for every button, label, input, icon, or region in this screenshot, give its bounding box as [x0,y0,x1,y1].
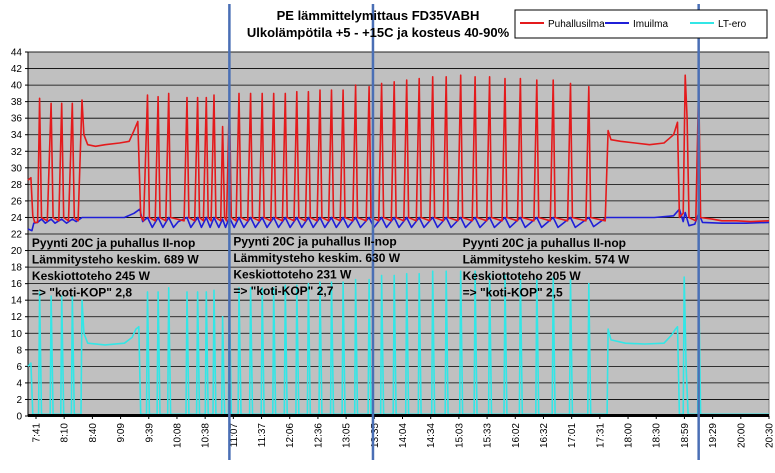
y-tick-label: 10 [11,329,23,340]
y-tick-label: 34 [11,130,23,141]
x-tick-label: 16:02 [511,423,522,448]
annotation-line: => "koti-KOP" 2,5 [463,286,563,300]
legend-box [514,9,768,39]
x-tick-label: 8:40 [88,423,99,443]
annotation-line: Pyynti 20C ja puhallus II-nop [32,236,195,250]
x-tick-label: 18:30 [652,423,663,448]
y-tick-label: 32 [11,147,23,158]
annotation-line: Keskiottoteho 205 W [463,269,582,283]
chart-title: PE lämmittelymittaus FD35VABH [277,8,480,23]
y-tick-label: 40 [11,81,23,92]
zero-baseline [28,414,769,417]
x-tick-label: 17:01 [567,423,578,448]
annotation-line: Pyynti 20C ja puhallus II-nop [463,236,626,250]
x-tick-label: 7:41 [32,423,43,443]
y-tick-label: 44 [11,48,23,59]
x-axis: 7:41 8:10 8:40 9:09 9:39 10:08 10:38 11:07 11:37… [32,416,775,448]
x-tick-label: 14:34 [426,423,437,448]
annotation-line: Keskiottoteho 231 W [233,268,352,282]
y-tick-label: 0 [16,412,22,423]
y-tick-label: 8 [16,345,22,356]
x-tick-label: 18:59 [680,423,691,448]
x-tick-label: 20:00 [736,423,747,448]
annotation-line: Lämmitysteho keskim. 630 W [233,251,400,265]
y-axis: 0246810121416182022242628303234363840424… [11,48,29,423]
x-tick-label: 20:30 [765,423,775,448]
x-tick-label: 9:39 [144,423,155,443]
annotation-line: Pyynti 20C ja puhallus II-nop [233,235,396,249]
x-tick-label: 14:04 [398,423,409,448]
y-tick-label: 16 [11,279,23,290]
x-tick-label: 16:32 [539,423,550,448]
vertical-markers [228,4,700,460]
x-tick-label: 13:05 [342,423,353,448]
annotation-line: => "koti-KOP" 2,8 [32,286,132,300]
legend-label-puhallusilma: Puhallusilma [548,19,605,30]
y-tick-label: 4 [16,378,22,389]
x-tick-label: 12:36 [313,423,324,448]
series-line-puhallusilma [27,74,770,224]
y-tick-label: 22 [11,230,23,241]
annotation-line: => "koti-KOP" 2,7 [233,284,333,298]
gridlines [28,51,769,400]
x-tick-label: 11:37 [257,423,268,448]
x-tick-label: 15:03 [454,423,465,448]
y-tick-label: 38 [11,97,23,108]
x-tick-label: 15:33 [483,423,494,448]
legend-label-imuilma: Imuilma [633,19,668,30]
chart-subtitle: Ulkolämpötila +5 - +15C ja kosteus 40-90… [247,25,510,40]
y-tick-label: 20 [11,246,23,257]
annotations: Pyynti 20C ja puhallus II-nop Lämmitysteh… [32,235,630,300]
annotation-line: Lämmitysteho keskim. 574 W [463,253,630,267]
legend-label-lt-ero: LT-ero [718,19,747,30]
y-tick-label: 36 [11,114,23,125]
x-tick-label: 17:31 [595,423,606,448]
y-tick-label: 24 [11,213,23,224]
x-tick-label: 10:38 [201,423,212,448]
x-tick-label: 12:06 [285,423,296,448]
y-tick-label: 2 [16,395,22,406]
x-tick-label: 10:08 [172,423,183,448]
annotation-line: Lämmitysteho keskim. 689 W [32,253,199,267]
legend: Puhallusilma Imuilma LT-ero [514,9,768,39]
y-tick-label: 30 [11,163,23,174]
y-tick-label: 26 [11,196,23,207]
y-tick-label: 18 [11,263,23,274]
x-tick-label: 13:35 [370,423,381,448]
x-tick-label: 11:07 [229,423,240,448]
x-tick-label: 8:10 [60,423,71,443]
y-tick-label: 42 [11,64,23,75]
y-tick-label: 14 [11,296,23,307]
y-tick-label: 12 [11,312,23,323]
y-tick-label: 28 [11,180,23,191]
x-tick-label: 19:29 [708,423,719,448]
x-tick-label: 18:00 [624,423,635,448]
x-tick-label: 9:09 [116,423,127,443]
annotation-line: Keskiottoteho 245 W [32,269,151,283]
y-tick-label: 6 [16,362,22,373]
